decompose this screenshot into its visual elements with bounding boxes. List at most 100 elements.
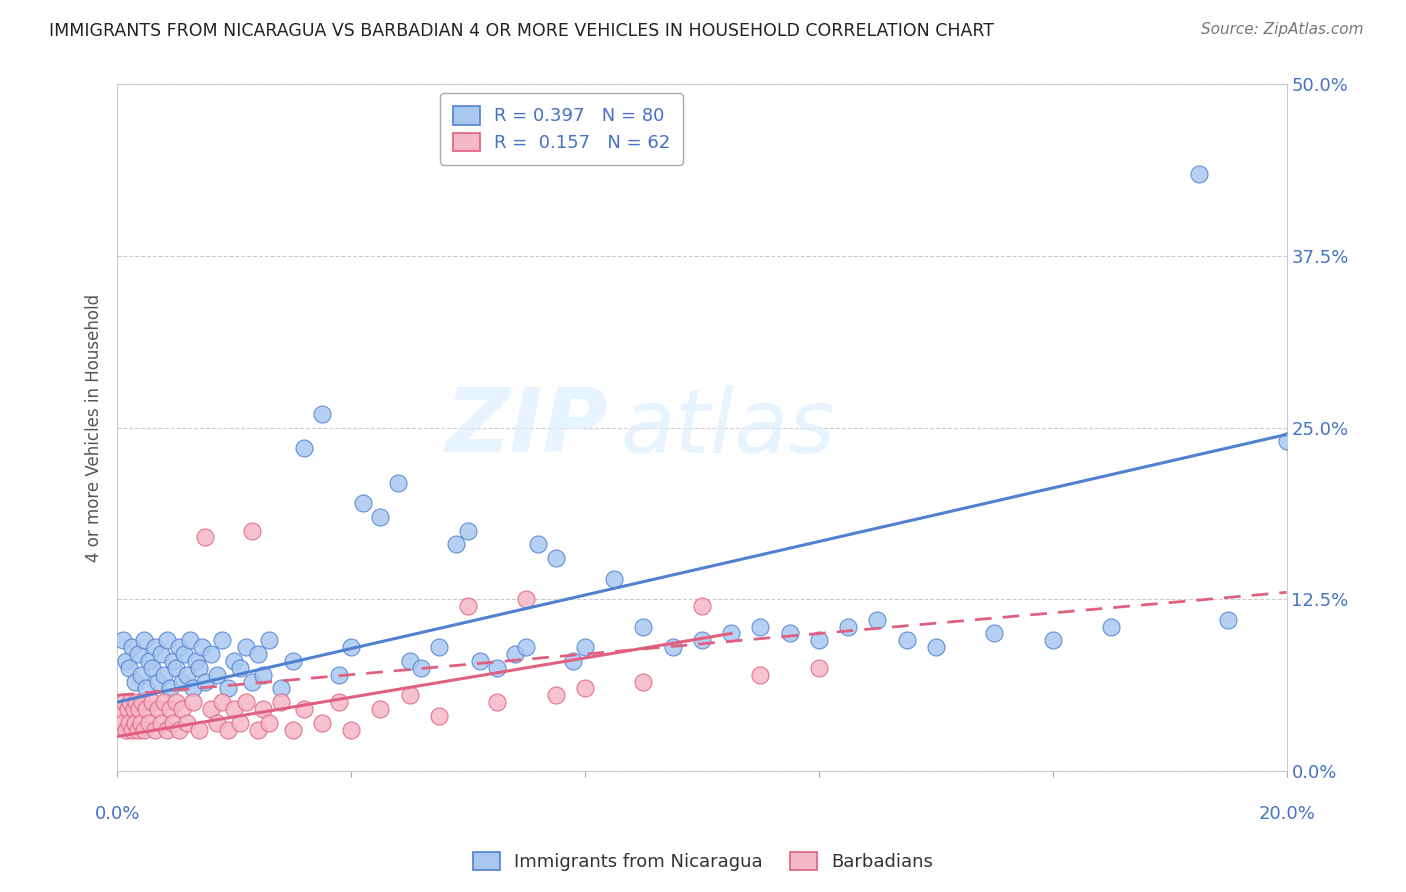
Legend: Immigrants from Nicaragua, Barbadians: Immigrants from Nicaragua, Barbadians (465, 845, 941, 879)
Point (690, 633, 713, 648)
Point (115, 723, 138, 737)
Point (217, 681, 239, 696)
Point (633, 674, 655, 689)
Point (292, 441, 315, 455)
Point (150, 647, 173, 661)
Point (749, 667, 772, 681)
Point (156, 723, 179, 737)
Legend: R = 0.397   N = 80, R =  0.157   N = 62: R = 0.397 N = 80, R = 0.157 N = 62 (440, 94, 683, 165)
Point (170, 702, 193, 716)
Point (246, 647, 269, 661)
Text: 20.0%: 20.0% (1258, 805, 1315, 823)
Point (311, 715, 333, 730)
Text: atlas: atlas (620, 384, 835, 471)
Point (141, 661, 163, 675)
Point (159, 702, 181, 716)
Point (143, 640, 166, 655)
Point (690, 599, 713, 613)
Point (807, 661, 830, 675)
Point (112, 695, 135, 709)
Point (387, 475, 409, 490)
Point (181, 695, 204, 709)
Point (188, 723, 211, 737)
Point (108, 702, 131, 716)
Point (211, 695, 233, 709)
Point (866, 613, 889, 627)
Point (486, 695, 509, 709)
Text: ZIP: ZIP (446, 384, 609, 471)
Point (411, 661, 433, 675)
Point (200, 702, 222, 716)
Point (173, 647, 195, 661)
Point (135, 681, 157, 696)
Point (235, 640, 257, 655)
Point (270, 681, 292, 696)
Point (112, 715, 135, 730)
Point (167, 723, 190, 737)
Point (246, 723, 269, 737)
Point (779, 626, 801, 640)
Point (205, 667, 228, 681)
Point (515, 640, 537, 655)
Point (1216, 613, 1239, 627)
Point (217, 723, 239, 737)
Point (118, 695, 141, 709)
Point (1099, 620, 1122, 634)
Point (468, 654, 491, 668)
Point (117, 702, 139, 716)
Point (146, 674, 169, 689)
Point (235, 695, 257, 709)
Point (121, 723, 143, 737)
Point (200, 647, 222, 661)
Point (398, 654, 420, 668)
Point (257, 715, 280, 730)
Point (179, 633, 201, 648)
Point (194, 530, 217, 544)
Point (515, 592, 537, 607)
Point (128, 702, 150, 716)
Point (749, 620, 772, 634)
Point (837, 620, 859, 634)
Point (398, 688, 420, 702)
Point (194, 674, 217, 689)
Point (138, 715, 160, 730)
Point (162, 654, 184, 668)
Point (340, 640, 363, 655)
Point (352, 496, 374, 510)
Point (562, 654, 585, 668)
Point (368, 509, 391, 524)
Point (176, 715, 198, 730)
Point (427, 709, 450, 723)
Point (176, 667, 198, 681)
Point (229, 715, 252, 730)
Point (132, 633, 155, 648)
Point (188, 661, 211, 675)
Point (141, 695, 163, 709)
Point (544, 688, 567, 702)
Point (131, 695, 153, 709)
Point (633, 620, 655, 634)
Point (143, 723, 166, 737)
Point (124, 674, 146, 689)
Point (191, 640, 214, 655)
Text: 0.0%: 0.0% (94, 805, 139, 823)
Point (205, 715, 228, 730)
Point (574, 681, 596, 696)
Point (229, 661, 252, 675)
Point (184, 654, 207, 668)
Point (153, 667, 176, 681)
Point (118, 661, 141, 675)
Point (224, 702, 246, 716)
Point (457, 599, 479, 613)
Point (720, 626, 742, 640)
Point (270, 695, 292, 709)
Point (124, 715, 146, 730)
Point (457, 524, 479, 538)
Point (129, 667, 152, 681)
Point (118, 715, 141, 730)
Point (129, 715, 152, 730)
Point (486, 661, 509, 675)
Point (925, 640, 948, 655)
Point (983, 626, 1005, 640)
Point (661, 640, 683, 655)
